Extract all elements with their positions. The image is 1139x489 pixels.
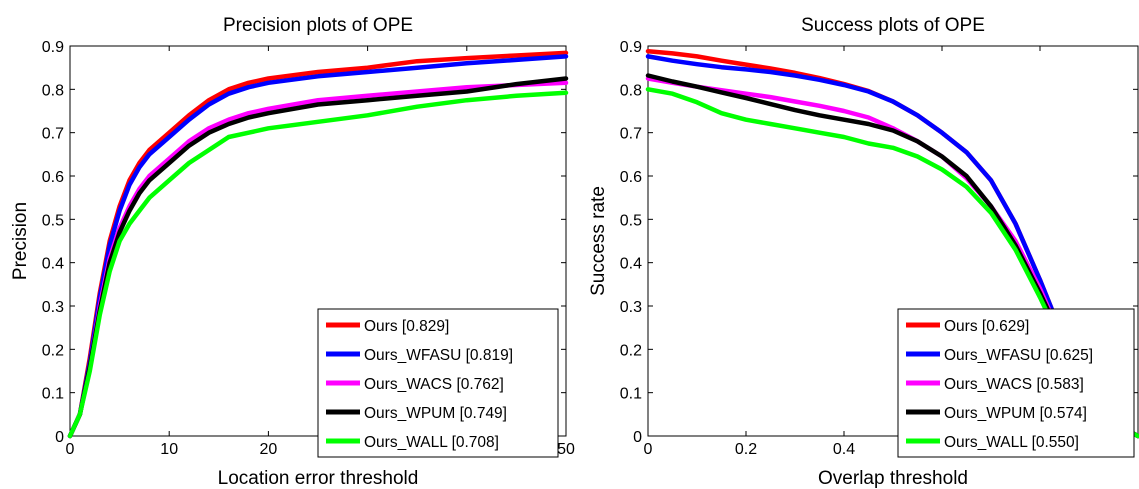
x-axis-label: Overlap threshold (818, 468, 968, 489)
y-tick-label: 0.2 (42, 342, 64, 359)
x-tick-label: 0.4 (833, 441, 855, 458)
precision-plot: 00.10.20.30.40.50.60.70.80.901020304050P… (10, 15, 575, 489)
y-axis-label: Success rate (588, 186, 609, 296)
chart-title: Success plots of OPE (801, 15, 985, 36)
series-line-5 (67, 90, 569, 439)
y-tick-label: 0.4 (620, 256, 642, 273)
x-tick-label: 0 (644, 441, 653, 458)
legend-label-3: Ours_WACS [0.762] (364, 376, 504, 393)
y-tick-label: 0.6 (620, 169, 642, 186)
legend-label-2: Ours_WFASU [0.625] (944, 347, 1093, 364)
x-axis-label: Location error threshold (218, 468, 419, 489)
legend-label-5: Ours_WALL [0.550] (944, 434, 1079, 451)
legend-label-1: Ours [0.829] (364, 318, 449, 335)
y-tick-label: 0.1 (620, 386, 642, 403)
y-tick-label: 0.9 (620, 39, 642, 56)
legend-label-5: Ours_WALL [0.708] (364, 434, 499, 451)
y-tick-label: 0.6 (42, 169, 64, 186)
legend-label-3: Ours_WACS [0.583] (944, 376, 1084, 393)
y-tick-label: 0.4 (42, 256, 64, 273)
x-tick-label: 0 (66, 441, 75, 458)
y-tick-label: 0.5 (42, 212, 64, 229)
legend-label-4: Ours_WPUM [0.574] (944, 405, 1087, 422)
legend-label-2: Ours_WFASU [0.819] (364, 347, 513, 364)
y-axis-label: Precision (10, 202, 31, 280)
y-tick-label: 0.2 (620, 342, 642, 359)
chart-title: Precision plots of OPE (223, 15, 413, 36)
y-tick-label: 0 (633, 429, 642, 446)
y-tick-label: 0 (55, 429, 64, 446)
x-tick-label: 20 (260, 441, 278, 458)
y-tick-label: 0.7 (42, 126, 64, 143)
axes-box (647, 45, 1139, 437)
y-tick-label: 0.3 (620, 299, 642, 316)
x-tick-label: 10 (160, 441, 178, 458)
x-tick-label: 50 (557, 441, 575, 458)
success-plot: 00.10.20.30.40.50.60.70.80.900.20.40.60.… (588, 15, 1139, 489)
y-tick-label: 0.8 (620, 82, 642, 99)
y-tick-label: 0.7 (620, 126, 642, 143)
x-tick-label: 0.2 (735, 441, 757, 458)
y-tick-label: 0.5 (620, 212, 642, 229)
y-tick-label: 0.8 (42, 82, 64, 99)
y-tick-label: 0.3 (42, 299, 64, 316)
legend-label-4: Ours_WPUM [0.749] (364, 405, 507, 422)
y-tick-label: 0.1 (42, 386, 64, 403)
y-tick-label: 0.9 (42, 39, 64, 56)
legend-label-1: Ours [0.629] (944, 318, 1029, 335)
